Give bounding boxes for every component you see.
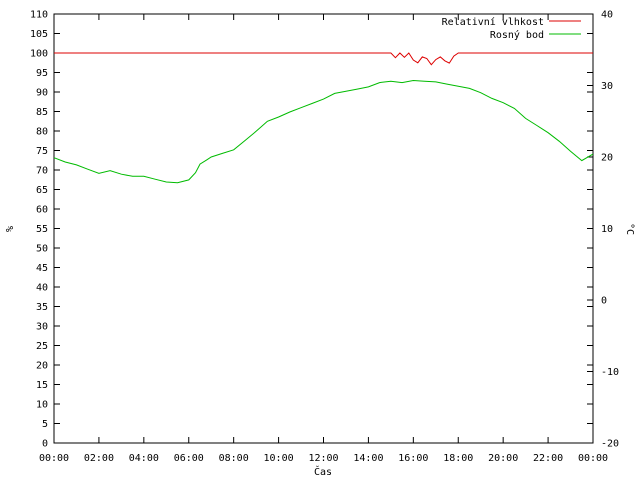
y-left-axis-title: % [5, 226, 16, 232]
y-right-tick-label: 30 [601, 81, 613, 92]
y-left-tick-label: 75 [36, 146, 48, 157]
x-tick-label: 08:00 [219, 453, 249, 464]
series-line-humidity [54, 52, 593, 66]
x-tick-label: 12:00 [308, 453, 338, 464]
x-tick-label: 18:00 [443, 453, 473, 464]
y-left-tick-label: 50 [36, 244, 48, 255]
y-left-tick-label: 80 [36, 127, 48, 138]
y-left-tick-label: 25 [36, 341, 48, 352]
y-left-tick-label: 60 [36, 205, 48, 216]
x-tick-label: 00:00 [39, 453, 69, 464]
y-right-tick-label: 0 [601, 296, 607, 307]
y-left-tick-label: 110 [30, 10, 48, 21]
x-tick-label: 02:00 [84, 453, 114, 464]
legend: Relativní vlhkost Rosný bod [442, 16, 581, 41]
y-left-tick-label: 55 [36, 224, 48, 235]
y-left-tick-label: 0 [42, 439, 48, 450]
y-left-tick-label: 65 [36, 185, 48, 196]
y-right-axis-title: °C [624, 223, 635, 235]
y-left-tick-label: 35 [36, 302, 48, 313]
y-left-tick-label: 100 [30, 49, 48, 60]
x-tick-label: 16:00 [398, 453, 428, 464]
y-right-tick-label: -20 [601, 439, 619, 450]
x-axis: 00:00 02:00 04:00 06:00 08:00 10:00 12:00 14:00… [39, 14, 608, 464]
x-tick-label: 00:00 [578, 453, 608, 464]
legend-label-humidity: Relativní vlhkost [442, 16, 544, 28]
y-left-axis: 0 5 10 15 20 25 30 35 40 45 50 55 60 65 70 75 80 85 90 95 10… [30, 10, 593, 450]
x-tick-label: 10:00 [264, 453, 294, 464]
y-left-tick-label: 85 [36, 107, 48, 118]
y-left-tick-label: 70 [36, 166, 48, 177]
x-tick-label: 14:00 [353, 453, 383, 464]
y-left-tick-label: 40 [36, 283, 48, 294]
y-left-tick-label: 90 [36, 88, 48, 99]
series-layer [53, 52, 594, 184]
legend-label-dewpoint: Rosný bod [490, 29, 544, 41]
x-tick-label: 06:00 [174, 453, 204, 464]
y-left-tick-label: 10 [36, 400, 48, 411]
x-tick-label: 20:00 [488, 453, 518, 464]
y-left-tick-label: 5 [42, 419, 48, 430]
y-right-tick-label: 20 [601, 153, 613, 164]
y-right-axis: -20 -10 0 10 20 30 40 [587, 10, 619, 450]
y-left-tick-label: 20 [36, 361, 48, 372]
y-left-tick-label: 105 [30, 29, 48, 40]
y-left-tick-label: 95 [36, 68, 48, 79]
y-left-tick-label: 45 [36, 263, 48, 274]
y-left-tick-label: 30 [36, 322, 48, 333]
y-left-tick-label: 15 [36, 380, 48, 391]
x-axis-title: Čas [314, 465, 332, 478]
y-right-tick-label: -10 [601, 367, 619, 378]
series-line-dewpoint [53, 79, 594, 184]
y-right-tick-label: 40 [601, 10, 613, 21]
x-tick-label: 22:00 [533, 453, 563, 464]
y-right-tick-label: 10 [601, 224, 613, 235]
plot-area [53, 13, 594, 444]
x-tick-label: 04:00 [129, 453, 159, 464]
